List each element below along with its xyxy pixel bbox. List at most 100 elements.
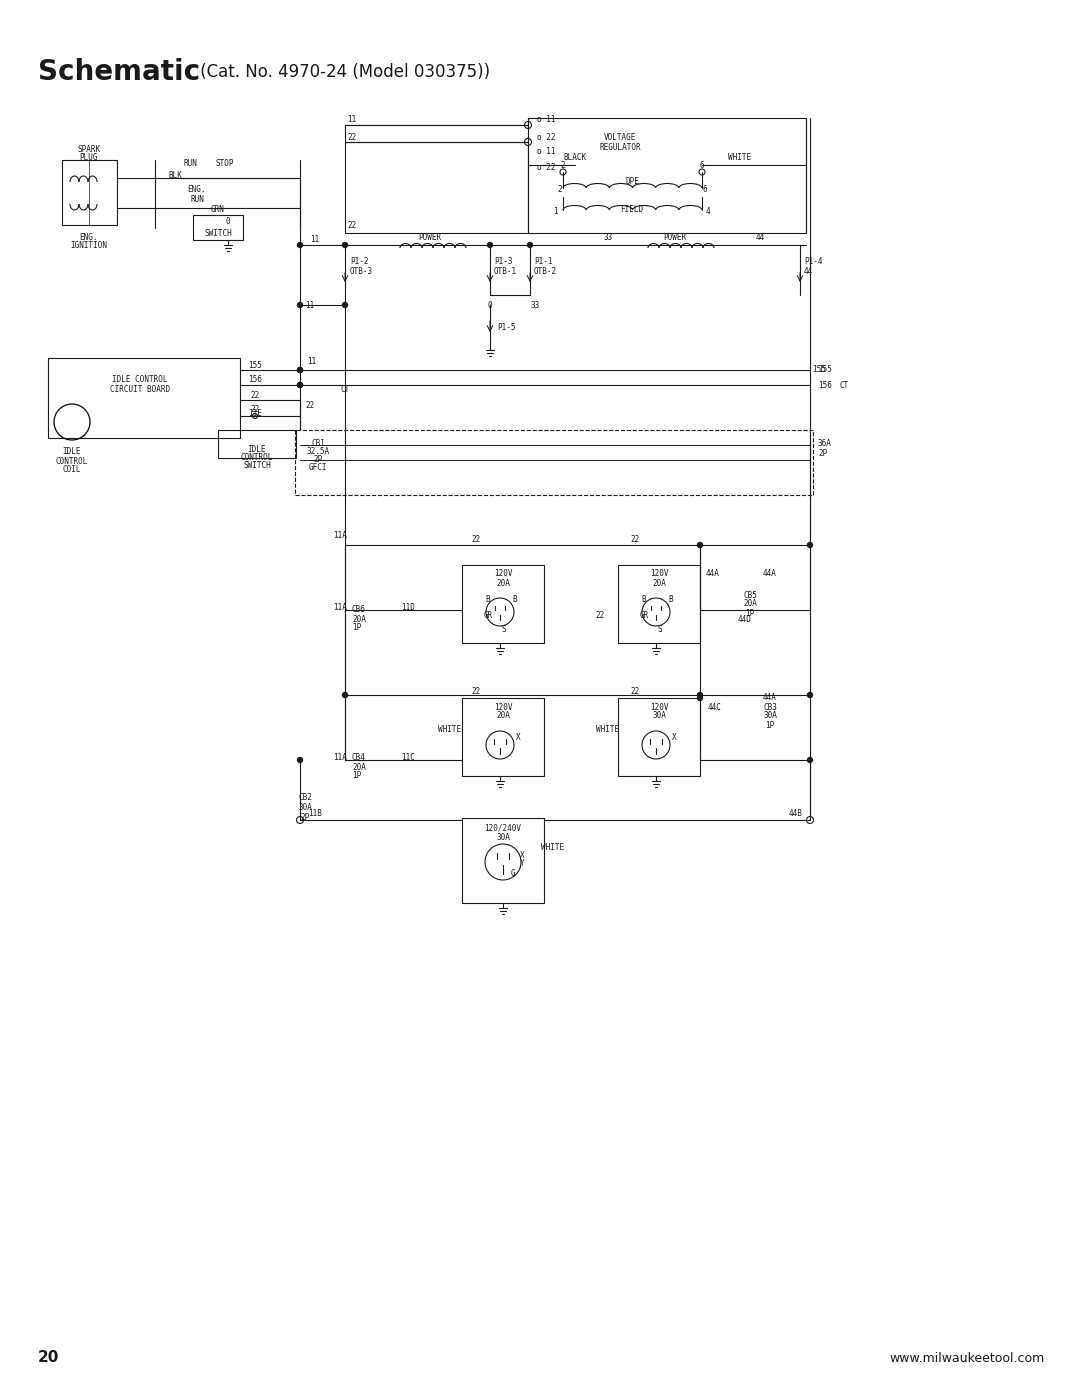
- Text: P1-4: P1-4: [804, 257, 823, 267]
- Text: 22: 22: [251, 391, 259, 400]
- Text: B: B: [669, 595, 673, 605]
- Text: CT: CT: [340, 386, 350, 394]
- Text: P1-5: P1-5: [497, 324, 515, 332]
- Text: OTB-2: OTB-2: [534, 267, 557, 277]
- Text: 20A: 20A: [352, 615, 366, 623]
- Text: 36A: 36A: [818, 439, 832, 447]
- Bar: [295, 430, 813, 495]
- Bar: [618, 564, 700, 643]
- Circle shape: [808, 693, 812, 697]
- Text: o 11: o 11: [537, 116, 555, 124]
- Circle shape: [527, 243, 532, 247]
- Text: FIELD: FIELD: [620, 205, 644, 215]
- Text: 33: 33: [604, 233, 612, 243]
- Text: 6: 6: [700, 161, 704, 169]
- Text: CB1: CB1: [311, 439, 325, 447]
- Text: 30A: 30A: [652, 711, 666, 721]
- Text: 120V: 120V: [494, 703, 512, 711]
- Text: 155: 155: [818, 366, 832, 374]
- Circle shape: [297, 367, 302, 373]
- Text: 22: 22: [631, 535, 639, 543]
- Text: 11A: 11A: [333, 604, 347, 612]
- Circle shape: [698, 696, 702, 700]
- Text: IDLE: IDLE: [63, 447, 81, 457]
- Text: 1P: 1P: [352, 623, 361, 633]
- Text: ENG.: ENG.: [80, 232, 98, 242]
- Text: REGULATOR: REGULATOR: [599, 142, 640, 151]
- Text: PLUG: PLUG: [80, 154, 98, 162]
- Text: GRN: GRN: [211, 205, 225, 215]
- Text: 2P: 2P: [818, 448, 827, 457]
- Text: GFCI: GFCI: [309, 464, 327, 472]
- Text: 120V: 120V: [650, 703, 669, 711]
- Text: www.milwaukeetool.com: www.milwaukeetool.com: [890, 1351, 1045, 1365]
- Text: SWITCH: SWITCH: [204, 229, 232, 237]
- Circle shape: [297, 757, 302, 763]
- Text: 4: 4: [705, 208, 711, 217]
- Text: o 11: o 11: [537, 148, 555, 156]
- Text: 22: 22: [348, 133, 356, 141]
- Text: 44: 44: [755, 233, 765, 243]
- Circle shape: [297, 367, 302, 373]
- Text: 22: 22: [348, 221, 356, 229]
- Text: RUN: RUN: [190, 194, 204, 204]
- Text: CB6: CB6: [352, 605, 366, 615]
- Text: OTB-3: OTB-3: [350, 267, 373, 277]
- Bar: [462, 698, 544, 775]
- Text: 22: 22: [595, 610, 605, 619]
- Text: DPE: DPE: [625, 177, 639, 187]
- Text: WHITE: WHITE: [541, 844, 565, 852]
- Text: 0: 0: [226, 218, 230, 226]
- Text: 1P: 1P: [352, 771, 361, 781]
- Text: 22: 22: [306, 401, 314, 409]
- Text: 20A: 20A: [652, 578, 666, 588]
- Text: X: X: [515, 733, 521, 742]
- Text: CT: CT: [840, 380, 849, 390]
- Text: 0: 0: [488, 300, 492, 310]
- Text: BLACK: BLACK: [564, 154, 586, 162]
- Text: 11C: 11C: [401, 753, 415, 763]
- Text: 1P: 1P: [745, 609, 755, 617]
- Text: CB2: CB2: [298, 792, 312, 802]
- Text: 11A: 11A: [333, 531, 347, 539]
- Text: 11E: 11E: [248, 408, 262, 418]
- Bar: [528, 117, 806, 233]
- Bar: [618, 698, 700, 775]
- Bar: [462, 564, 544, 643]
- Bar: [62, 161, 117, 225]
- Text: 44B: 44B: [789, 809, 802, 819]
- Text: 33: 33: [530, 300, 540, 310]
- Text: 11: 11: [348, 116, 356, 124]
- Text: Y: Y: [519, 859, 524, 868]
- Text: 22: 22: [251, 405, 259, 414]
- Text: B: B: [513, 595, 517, 605]
- Text: 20A: 20A: [743, 599, 757, 609]
- Text: 20: 20: [38, 1351, 59, 1365]
- Circle shape: [342, 243, 348, 247]
- Text: P1-2: P1-2: [350, 257, 368, 267]
- Text: B: B: [486, 595, 490, 605]
- Text: CB3: CB3: [764, 703, 777, 711]
- Text: WHITE: WHITE: [728, 154, 752, 162]
- Text: 30A: 30A: [764, 711, 777, 721]
- Text: G: G: [511, 869, 515, 879]
- Text: GR: GR: [639, 612, 649, 620]
- Text: 22: 22: [471, 687, 481, 697]
- Text: 1P: 1P: [766, 721, 774, 729]
- Circle shape: [342, 693, 348, 697]
- Text: CB5: CB5: [743, 591, 757, 599]
- Circle shape: [698, 542, 702, 548]
- Text: CB4: CB4: [352, 753, 366, 763]
- Text: ENG.: ENG.: [188, 186, 206, 194]
- Text: 120V: 120V: [650, 570, 669, 578]
- Text: S: S: [502, 626, 507, 634]
- Text: 20A: 20A: [352, 763, 366, 771]
- Circle shape: [297, 383, 302, 387]
- Text: SPARK: SPARK: [78, 145, 100, 155]
- Text: 20A: 20A: [496, 711, 510, 721]
- Text: CONTROL: CONTROL: [56, 457, 89, 465]
- Text: 30A: 30A: [496, 833, 510, 841]
- Circle shape: [698, 693, 702, 697]
- Text: 20A: 20A: [496, 578, 510, 588]
- Text: P1-3: P1-3: [494, 257, 513, 267]
